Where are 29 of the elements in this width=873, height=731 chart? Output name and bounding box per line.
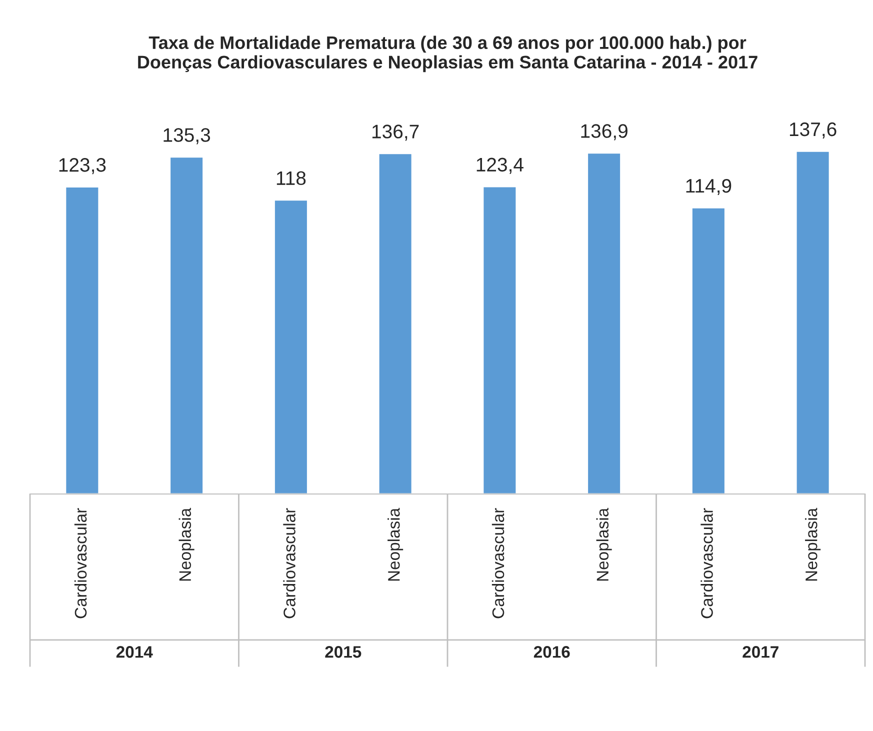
data-label: 123,4 [476, 158, 524, 174]
x-tick-label: Neoplasia [596, 508, 612, 581]
bar [795, 150, 830, 494]
text: 2017 [742, 646, 778, 658]
data-label: 137,6 [790, 122, 836, 138]
x-tick-label: Neoplasia [388, 508, 404, 581]
text: 2016 [534, 646, 570, 658]
x-tick-label: Neoplasia [805, 508, 821, 581]
bar [586, 152, 622, 494]
data-label: 118 [276, 171, 306, 186]
x-tick-label: Neoplasia [178, 508, 194, 581]
chart-title: Taxa de Mortalidade Prematura (de 30 a 69 anos por 100.000 hab.) por Doenças Cardiovasculares e Neoplasias em Santa Catarina - 2014 - 2017 [138, 36, 758, 72]
x-tick-label: Cardiovascular [492, 508, 504, 618]
data-label: 135,3 [164, 128, 210, 144]
bar [169, 156, 204, 494]
bar [64, 186, 100, 494]
bar [378, 152, 413, 494]
text: 2014 [116, 646, 153, 658]
x-tick-label: Cardiovascular [700, 508, 713, 618]
data-label: 136,7 [372, 124, 419, 141]
data-label: 123,3 [59, 158, 106, 174]
bar [274, 199, 308, 494]
x-tick-label: Cardiovascular [283, 508, 296, 618]
data-label: 114,9 [686, 178, 732, 196]
text: 2015 [325, 646, 362, 658]
bar [482, 186, 518, 494]
data-label: 136,9 [581, 124, 628, 140]
bar [691, 207, 726, 494]
x-tick-label: Cardiovascular [74, 508, 87, 618]
